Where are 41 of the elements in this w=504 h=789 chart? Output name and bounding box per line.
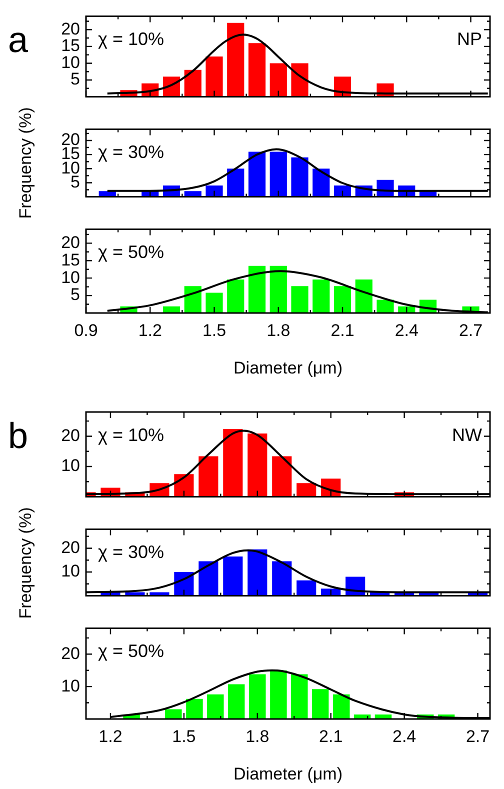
- y-tick-label: 5: [70, 70, 80, 89]
- y-tick-label: 20: [61, 426, 80, 445]
- x-axis-title: Diameter (μm): [234, 358, 342, 378]
- x-tick-label: 2.1: [319, 726, 343, 746]
- y-tick-label: 20: [61, 644, 80, 663]
- x-tick-label: 2.1: [330, 320, 354, 340]
- annotation: χ = 50%: [98, 242, 164, 262]
- annotation: χ = 30%: [98, 142, 164, 162]
- annotation: NP: [456, 29, 482, 50]
- y-tick-label: 10: [61, 268, 80, 287]
- annotation: χ = 50%: [98, 641, 164, 662]
- y-tick-label: 10: [61, 676, 80, 696]
- y-tick-label: 10: [61, 456, 80, 476]
- x-tick-label: 2.4: [392, 726, 416, 746]
- y-tick-label: 10: [61, 562, 80, 581]
- x-tick-label: 2.7: [466, 726, 490, 746]
- y-tick-label: 20: [61, 232, 80, 252]
- x-tick-label: 0.9: [74, 320, 98, 340]
- x-tick-label: 2.4: [394, 320, 418, 340]
- text: a: [8, 19, 29, 60]
- x-tick-label: 1.2: [138, 320, 162, 340]
- y-tick-label: 15: [61, 250, 80, 270]
- text: b: [8, 414, 28, 456]
- x-tick-label: 1.5: [202, 320, 226, 340]
- x-tick-label: 1.5: [172, 726, 196, 746]
- y-tick-label: 20: [61, 19, 80, 38]
- y-tick-label: 10: [61, 52, 80, 72]
- annotation: χ = 10%: [98, 29, 164, 50]
- annotation: χ = 30%: [98, 542, 164, 562]
- y-axis-title: Frequency (%): [16, 107, 36, 219]
- y-tick-label: 15: [61, 36, 80, 56]
- y-axis-title: Frequency (%): [16, 506, 36, 618]
- y-tick-label: 5: [70, 285, 80, 304]
- y-tick-label: 20: [61, 538, 80, 557]
- x-tick-label: 1.2: [98, 726, 122, 746]
- annotation: χ = 10%: [98, 424, 164, 445]
- x-tick-label: 2.7: [458, 320, 483, 340]
- annotation: NW: [452, 424, 482, 445]
- x-tick-label: 1.8: [246, 726, 270, 746]
- x-tick-label: 1.8: [266, 320, 290, 340]
- x-axis-title: Diameter (μm): [234, 764, 342, 784]
